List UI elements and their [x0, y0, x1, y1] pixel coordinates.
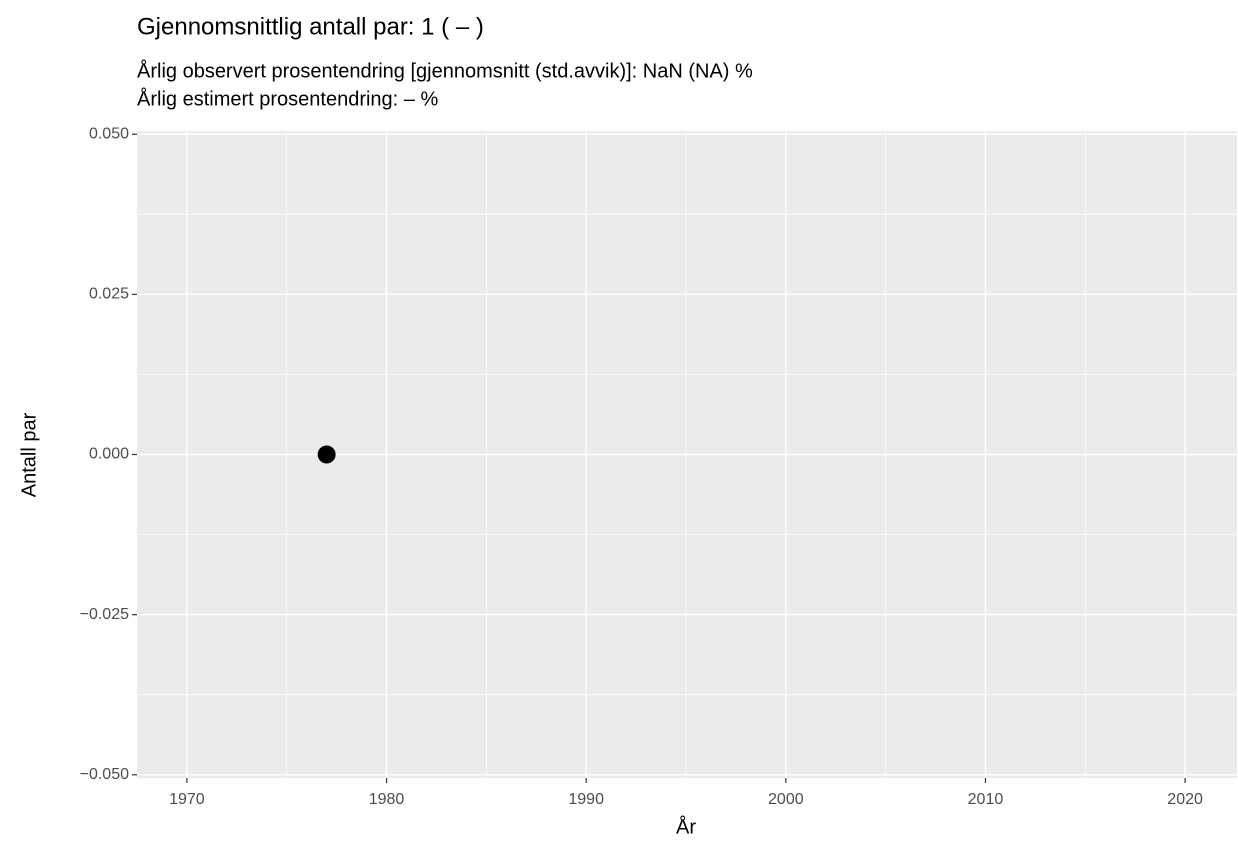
chart-subtitle: Årlig observert prosentendring [gjennoms… — [137, 59, 753, 82]
y-tick-label: −0.050 — [80, 766, 129, 783]
x-tick-label: 1970 — [169, 791, 205, 808]
y-axis-label: Antall par — [18, 412, 40, 497]
y-tick-label: 0.050 — [89, 125, 129, 142]
y-tick-label: −0.025 — [80, 606, 129, 623]
x-tick-label: 2020 — [1167, 791, 1203, 808]
x-tick-label: 2000 — [768, 791, 804, 808]
point — [317, 445, 336, 464]
x-tick-label: 1990 — [568, 791, 604, 808]
chart-subtitle: Årlig estimert prosentendring: – % — [137, 87, 438, 110]
x-axis-label: År — [676, 815, 696, 838]
y-tick-label: 0.025 — [89, 286, 129, 303]
chart-title: Gjennomsnittlig antall par: 1 ( – ) — [137, 13, 484, 40]
x-tick-label: 2010 — [968, 791, 1004, 808]
x-tick-label: 1980 — [369, 791, 405, 808]
y-tick-label: 0.000 — [89, 446, 129, 463]
